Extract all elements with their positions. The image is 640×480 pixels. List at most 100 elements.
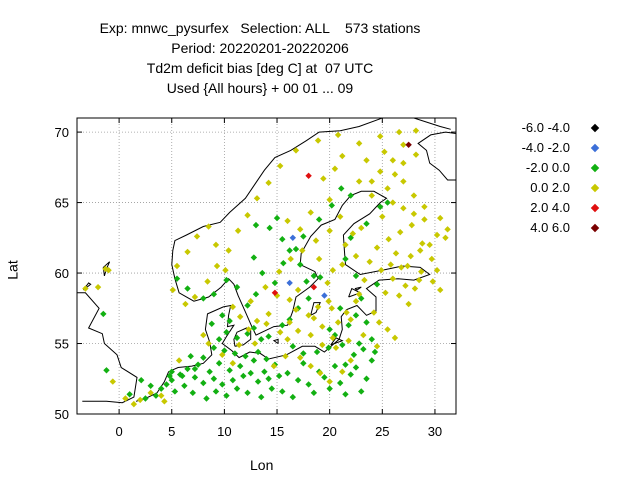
station-marker xyxy=(286,279,293,287)
station-marker xyxy=(219,312,226,319)
station-marker xyxy=(276,329,284,336)
station-marker xyxy=(210,290,218,298)
station-marker xyxy=(233,334,241,342)
station-marker xyxy=(300,350,307,357)
station-marker xyxy=(371,348,379,356)
station-marker xyxy=(205,223,212,230)
plot-frame xyxy=(76,117,457,415)
station-marker xyxy=(342,391,349,398)
station-marker xyxy=(405,300,412,308)
y-tick-label: 50 xyxy=(55,407,69,422)
station-marker xyxy=(286,296,293,304)
station-marker xyxy=(163,381,170,388)
station-marker xyxy=(219,351,226,358)
station-marker xyxy=(233,283,241,291)
station-marker xyxy=(433,267,441,274)
station-marker xyxy=(181,382,188,390)
station-marker xyxy=(284,217,291,225)
x-tick-label: 15 xyxy=(270,424,284,439)
station-marker xyxy=(368,192,375,199)
station-marker xyxy=(279,388,286,395)
station-marker xyxy=(215,360,223,367)
station-marker xyxy=(182,300,189,308)
station-marker xyxy=(428,255,435,263)
station-marker xyxy=(296,226,304,233)
station-marker xyxy=(378,267,385,274)
station-marker xyxy=(347,357,354,364)
station-marker xyxy=(254,348,262,356)
station-marker xyxy=(253,317,261,325)
station-marker xyxy=(276,162,284,170)
station-marker xyxy=(426,241,433,249)
legend-marker xyxy=(590,123,600,133)
x-tick-label: 10 xyxy=(217,424,231,439)
station-marker xyxy=(370,309,378,316)
station-marker xyxy=(339,341,346,349)
grid xyxy=(77,118,456,415)
station-marker xyxy=(412,151,420,158)
station-marker xyxy=(263,320,270,327)
station-marker xyxy=(305,381,312,388)
station-marker xyxy=(204,278,211,285)
station-marker xyxy=(355,290,363,298)
station-marker xyxy=(250,254,258,261)
legend-label: 4.0 6.0 xyxy=(530,220,570,235)
station-marker xyxy=(244,212,251,219)
station-marker xyxy=(184,248,191,256)
station-marker xyxy=(229,303,237,311)
coastline-path xyxy=(330,337,344,346)
station-marker xyxy=(294,327,302,335)
station-marker xyxy=(303,278,310,285)
station-marker xyxy=(271,289,279,296)
station-marker xyxy=(289,393,297,401)
station-marker xyxy=(363,319,370,326)
station-marker xyxy=(242,353,249,360)
station-marker xyxy=(263,355,270,363)
station-marker xyxy=(223,329,230,336)
station-marker xyxy=(331,362,339,370)
station-marker xyxy=(342,255,349,263)
station-marker xyxy=(94,283,102,291)
station-marker xyxy=(326,196,333,203)
station-marker xyxy=(437,214,444,222)
station-marker xyxy=(138,376,145,384)
coastline-path xyxy=(417,131,457,181)
station-marker xyxy=(200,379,207,387)
station-marker xyxy=(200,354,207,361)
x-tick-label: 25 xyxy=(375,424,389,439)
station-marker xyxy=(205,340,212,347)
station-marker xyxy=(245,326,252,333)
station-marker xyxy=(352,272,360,280)
station-marker xyxy=(375,319,383,326)
coastline-path xyxy=(348,287,362,298)
station-marker xyxy=(282,353,289,360)
station-marker xyxy=(226,367,233,374)
station-marker xyxy=(329,334,337,342)
station-marker xyxy=(147,389,154,397)
station-marker xyxy=(350,351,358,358)
station-marker xyxy=(292,147,300,154)
title-line-4: Used {All hours} + 00 01 ... 09 xyxy=(166,80,354,96)
station-marker xyxy=(229,376,237,384)
station-marker xyxy=(395,292,403,299)
station-marker xyxy=(169,286,177,294)
station-marker xyxy=(261,368,268,375)
station-marker xyxy=(314,137,322,144)
legend-label: 2.0 4.0 xyxy=(530,200,570,215)
y-tick-label: 55 xyxy=(55,337,69,352)
legend-label: -4.0 -2.0 xyxy=(521,140,570,155)
station-marker xyxy=(363,220,370,227)
station-marker xyxy=(229,360,237,367)
station-marker xyxy=(339,261,346,268)
axis-ticks: 0 5 10 15 20 25 30 50 55 60 65 70 xyxy=(55,118,456,439)
station-marker xyxy=(326,378,333,385)
station-marker xyxy=(310,314,318,322)
station-marker xyxy=(236,362,244,370)
station-marker xyxy=(377,203,384,210)
station-marker xyxy=(328,305,335,312)
station-marker xyxy=(289,343,297,350)
station-marker xyxy=(334,131,342,139)
station-marker xyxy=(400,159,407,167)
station-marker xyxy=(250,324,258,332)
